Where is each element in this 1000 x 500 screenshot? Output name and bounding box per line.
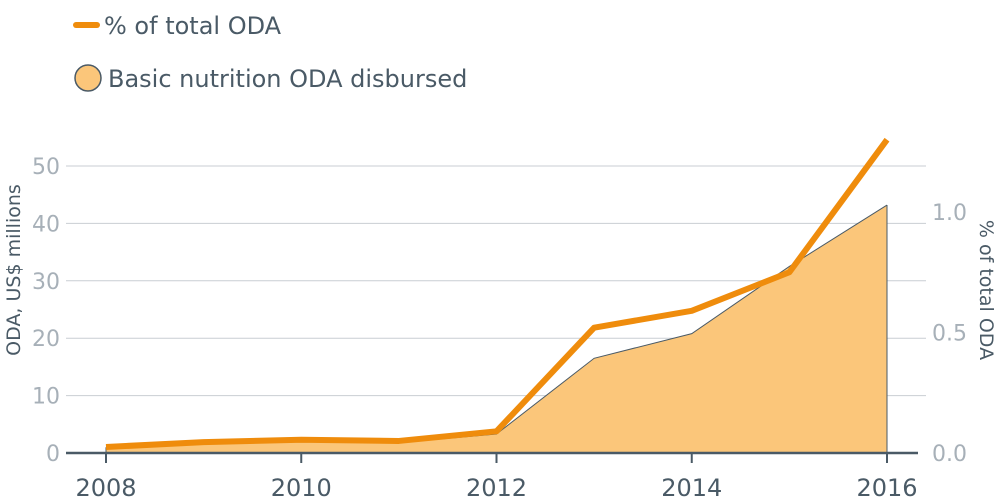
y-left-tick-label: 10 [32, 385, 60, 410]
y-left-tick-label: 0 [46, 442, 60, 467]
x-tick-label: 2016 [856, 474, 917, 500]
x-tick-label: 2008 [75, 474, 136, 500]
x-tick-label: 2010 [271, 474, 332, 500]
line-layer [105, 137, 890, 450]
right-ticks: 0.0 0.5 1.0 [932, 201, 967, 467]
y-right-tick-label: 0.0 [932, 442, 967, 467]
legend: % of total ODA Basic nutrition ODA disbu… [73, 12, 467, 93]
y-left-tick-label: 40 [32, 212, 60, 237]
legend-circle-marker [74, 64, 102, 92]
legend-label-pct: % of total ODA [104, 12, 282, 40]
y-axis-right-title: % of total ODA [975, 220, 997, 360]
area-layer [105, 204, 888, 453]
area-fill [106, 205, 887, 453]
pct-line [105, 137, 890, 450]
x-tick-label: 2012 [466, 474, 527, 500]
y-axis-left-title: ODA, US$ millions [3, 184, 25, 356]
y-right-tick-label: 0.5 [932, 322, 967, 347]
x-ticks: 2008 2010 2012 2014 2016 [75, 453, 918, 500]
y-right-tick-label: 1.0 [932, 201, 967, 226]
x-tick-label: 2014 [661, 474, 722, 500]
y-left-tick-label: 20 [32, 327, 60, 352]
y-left-tick-label: 30 [32, 270, 60, 295]
legend-label-oda: Basic nutrition ODA disbursed [108, 65, 467, 93]
left-ticks: 0 10 20 30 40 50 [32, 155, 60, 467]
y-left-tick-label: 50 [32, 155, 60, 180]
